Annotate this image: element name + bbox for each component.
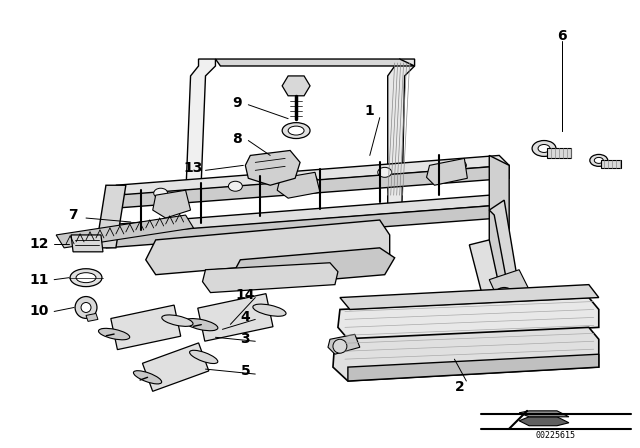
Polygon shape	[245, 151, 300, 185]
Polygon shape	[146, 220, 390, 275]
Circle shape	[469, 310, 489, 329]
Circle shape	[81, 302, 91, 312]
Text: 1: 1	[365, 103, 374, 118]
Circle shape	[492, 288, 516, 311]
Ellipse shape	[185, 319, 218, 331]
Polygon shape	[216, 59, 415, 66]
Text: 14: 14	[236, 288, 255, 302]
Ellipse shape	[595, 157, 604, 164]
Polygon shape	[489, 270, 529, 302]
Text: 5: 5	[241, 364, 250, 378]
Ellipse shape	[76, 273, 96, 283]
Ellipse shape	[288, 126, 304, 135]
Text: 8: 8	[232, 132, 242, 146]
Text: 10: 10	[29, 305, 49, 319]
Ellipse shape	[154, 188, 168, 198]
Ellipse shape	[378, 168, 392, 177]
Polygon shape	[328, 334, 360, 354]
Polygon shape	[111, 305, 180, 349]
Circle shape	[333, 339, 347, 353]
Text: 4: 4	[241, 310, 250, 324]
Polygon shape	[340, 284, 599, 310]
Polygon shape	[519, 411, 569, 417]
Circle shape	[75, 297, 97, 319]
Polygon shape	[519, 417, 569, 426]
Text: 13: 13	[184, 161, 204, 175]
Polygon shape	[71, 235, 103, 252]
Polygon shape	[388, 59, 415, 220]
Polygon shape	[277, 172, 320, 198]
Polygon shape	[348, 354, 599, 381]
Text: 6: 6	[557, 29, 567, 43]
Ellipse shape	[452, 160, 467, 170]
Ellipse shape	[303, 174, 317, 184]
Ellipse shape	[189, 350, 218, 363]
Polygon shape	[426, 159, 467, 185]
Polygon shape	[282, 76, 310, 96]
Polygon shape	[186, 59, 216, 200]
Ellipse shape	[70, 269, 102, 287]
Ellipse shape	[162, 315, 193, 326]
Polygon shape	[106, 195, 499, 235]
Ellipse shape	[99, 328, 130, 340]
Circle shape	[499, 294, 509, 305]
Text: 12: 12	[29, 237, 49, 251]
Text: 9: 9	[232, 96, 242, 110]
Polygon shape	[232, 248, 395, 287]
Polygon shape	[198, 293, 273, 341]
Text: 7: 7	[68, 208, 78, 222]
Ellipse shape	[228, 181, 243, 191]
Text: 11: 11	[29, 273, 49, 287]
Polygon shape	[601, 160, 621, 168]
Polygon shape	[338, 297, 599, 341]
Polygon shape	[56, 215, 193, 248]
Polygon shape	[116, 165, 509, 208]
Polygon shape	[202, 263, 338, 293]
Ellipse shape	[590, 155, 608, 166]
Ellipse shape	[253, 304, 286, 316]
Polygon shape	[489, 200, 519, 294]
Ellipse shape	[134, 370, 162, 384]
Ellipse shape	[532, 141, 556, 156]
Polygon shape	[106, 205, 499, 248]
Polygon shape	[333, 327, 599, 381]
Ellipse shape	[282, 123, 310, 138]
Polygon shape	[547, 148, 571, 159]
Polygon shape	[96, 185, 126, 248]
Ellipse shape	[538, 145, 550, 152]
Text: 00225615: 00225615	[536, 431, 576, 440]
Polygon shape	[116, 155, 509, 195]
Text: 3: 3	[241, 332, 250, 346]
Polygon shape	[86, 314, 98, 321]
Polygon shape	[153, 190, 191, 218]
Polygon shape	[469, 240, 504, 314]
Polygon shape	[143, 343, 209, 391]
Polygon shape	[489, 155, 509, 284]
Text: 2: 2	[454, 380, 464, 394]
